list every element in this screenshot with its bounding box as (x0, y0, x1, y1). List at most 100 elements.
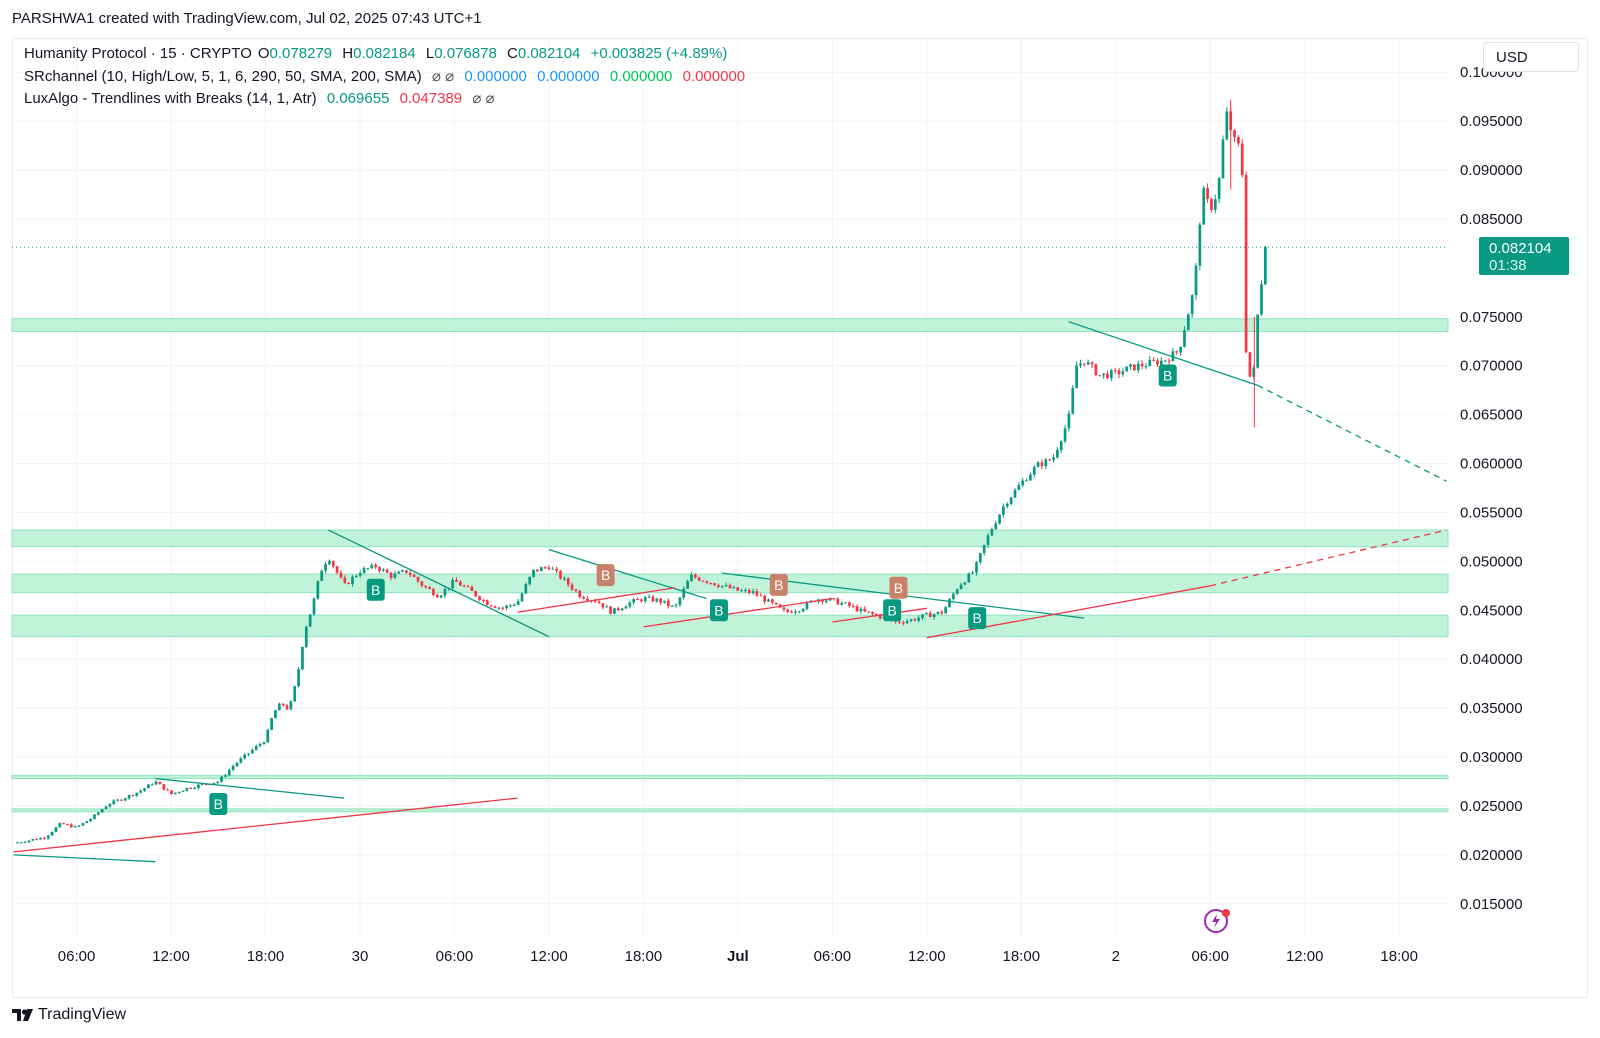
candle-body (1179, 346, 1182, 353)
candle-body (736, 587, 740, 591)
candle-body (532, 569, 535, 577)
open-label: O (257, 45, 270, 62)
candle-body (1264, 247, 1267, 285)
break-label-box (968, 607, 987, 630)
chart-grid (12, 38, 1448, 938)
candle-body (485, 600, 489, 606)
candle-body (643, 597, 647, 602)
candle-body (936, 611, 940, 614)
price-tick-label: 0.055000 (1460, 504, 1523, 521)
break-label-box (769, 573, 788, 596)
candle-body (636, 599, 639, 601)
candle-body (405, 570, 408, 573)
candle-body (1040, 462, 1044, 467)
candle-body (258, 744, 262, 746)
candle-body (459, 581, 462, 586)
srchannel-name[interactable]: SRchannel (10, High/Low, 5, 1, 6, 290, 5… (24, 68, 422, 85)
candle-body (324, 564, 327, 571)
candle-body (855, 606, 859, 612)
resistance-trendline (1068, 321, 1258, 386)
candle-body (239, 758, 243, 763)
candle-body (108, 803, 112, 807)
lightning-icon[interactable] (1202, 906, 1232, 936)
candle-body (928, 612, 932, 618)
candle-body (127, 795, 131, 799)
candle-body (605, 606, 609, 608)
candle-body (971, 572, 974, 574)
candle-body (1029, 474, 1032, 481)
candle-body (732, 587, 736, 589)
time-tick-label: 18:00 (625, 948, 663, 965)
luxalgo-name[interactable]: LuxAlgo - Trendlines with Breaks (14, 1,… (24, 90, 317, 107)
price-tick-label: 0.075000 (1460, 309, 1523, 326)
candle-body (150, 784, 154, 786)
candle-body (593, 600, 597, 602)
candle-body (462, 585, 466, 587)
candle-body (740, 590, 743, 592)
candle-body (690, 574, 693, 582)
candle-body (1248, 352, 1252, 377)
candle-body (347, 582, 351, 585)
candle-body (31, 839, 35, 841)
candle-body (16, 842, 19, 844)
break-label-text: B (894, 580, 903, 596)
candle-body (959, 584, 963, 590)
candle-body (1017, 485, 1021, 490)
candle-body (832, 598, 836, 600)
candle-body (1044, 459, 1048, 467)
candle-body (1102, 373, 1105, 376)
candle-body (297, 669, 300, 687)
currency-selector[interactable]: USD (1483, 42, 1579, 72)
candle-body (62, 823, 65, 825)
candle-body (697, 577, 701, 581)
break-label-box (209, 793, 228, 815)
candle-body (744, 590, 747, 592)
candle-body (435, 595, 439, 598)
candle-body (227, 769, 231, 776)
candle-body (1237, 137, 1240, 144)
time-tick-label: 12:00 (908, 948, 946, 965)
sr-value-1: 0.000000 (464, 68, 527, 85)
candle-body (289, 701, 293, 710)
candle-body (243, 754, 247, 759)
candle-body (397, 571, 401, 574)
time-tick-label: 2 (1112, 948, 1120, 965)
candle-body (73, 826, 77, 828)
candle-body (1194, 265, 1198, 296)
price-tick-label: 0.065000 (1460, 407, 1523, 424)
candle-body (844, 602, 847, 604)
candle-body (755, 591, 759, 596)
tradingview-brand[interactable]: TradingView (12, 1006, 126, 1024)
candle-body (27, 840, 31, 843)
candle-body (116, 799, 119, 801)
candle-body (1252, 367, 1256, 377)
candle-body (528, 576, 532, 585)
candle-body (913, 619, 917, 621)
candle-body (925, 612, 928, 615)
candle-body (1190, 295, 1194, 315)
price-axis: 0.1000000.0950000.0900000.0850000.075000… (1460, 64, 1523, 913)
candle-body (728, 585, 732, 589)
candle-body (767, 599, 770, 602)
candle-body (559, 570, 562, 579)
symbol-name[interactable]: Humanity Protocol · 15 · CRYPTO (24, 45, 252, 62)
candle-body (158, 781, 162, 785)
sr-zone (11, 573, 1449, 594)
bar-countdown: 01:38 (1489, 257, 1527, 275)
tradingview-logo-icon (12, 1009, 33, 1021)
candle-body (19, 842, 23, 844)
candle-body (185, 787, 189, 791)
candle-body (1098, 375, 1102, 377)
candle-body (1086, 362, 1090, 365)
candle-body (43, 837, 46, 839)
break-label-box (1158, 364, 1177, 387)
candle-body (994, 523, 998, 530)
break-label-text: B (973, 610, 982, 626)
candle-body (1113, 370, 1117, 372)
candle-body (824, 600, 828, 602)
candle-body (747, 590, 751, 593)
candle-body (370, 564, 374, 569)
candle-body (1217, 178, 1221, 200)
candle-body (428, 587, 431, 590)
